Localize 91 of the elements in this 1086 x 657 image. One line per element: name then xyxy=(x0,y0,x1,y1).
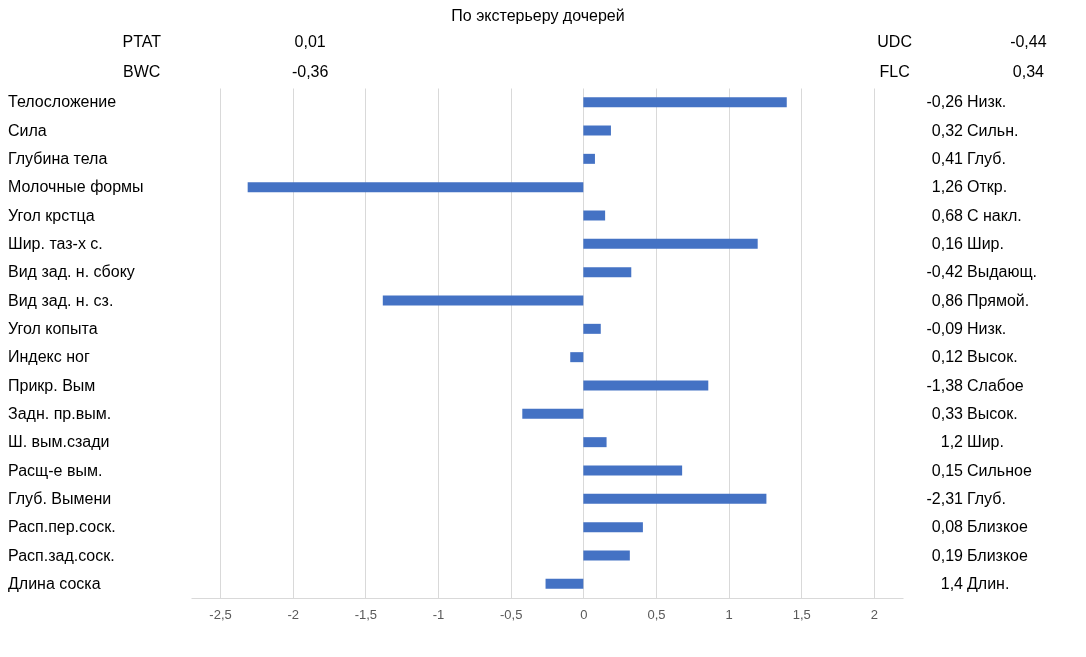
text: 1,4 xyxy=(940,574,964,592)
y-tick-label: Телосложение xyxy=(8,93,117,111)
text: -0,36 xyxy=(291,63,329,80)
text: Близкое xyxy=(967,518,1029,536)
x-tick-label: -2,5 xyxy=(209,606,232,622)
bar xyxy=(382,295,584,306)
bar xyxy=(583,550,630,561)
text: Высок. xyxy=(967,404,1018,422)
bar xyxy=(583,380,709,391)
bar xyxy=(583,493,767,504)
y-tick-label: Прикр. Вым xyxy=(8,376,96,394)
text: -0,42 xyxy=(926,263,964,281)
text: Глуб. xyxy=(967,149,1006,167)
bar xyxy=(570,352,584,363)
text: Сильн. xyxy=(967,121,1019,139)
text: 0,41 xyxy=(931,149,964,167)
text: 0,86 xyxy=(931,291,964,309)
bar xyxy=(583,238,758,249)
text: 0,15 xyxy=(931,461,964,479)
bar xyxy=(583,267,632,278)
text: С накл. xyxy=(967,206,1022,224)
y-tick-label: Расп.пер.соск. xyxy=(8,518,116,536)
bar xyxy=(583,522,643,533)
y-tick-label: Угол крстца xyxy=(8,206,95,224)
text: Низк. xyxy=(967,319,1007,337)
text: 0,01 xyxy=(294,33,326,50)
x-tick-label: 1 xyxy=(725,606,733,622)
x-tick-label: -0,5 xyxy=(499,606,523,622)
text: BWC xyxy=(123,63,161,80)
text: UDC xyxy=(877,33,912,50)
text: Сильное xyxy=(967,461,1032,479)
text: Прямой. xyxy=(967,291,1030,309)
bar xyxy=(522,408,584,419)
text: Глуб. xyxy=(967,489,1006,507)
x-tick-label: 0 xyxy=(580,606,588,622)
text: 0,68 xyxy=(931,206,964,224)
text: PTAT xyxy=(122,33,162,50)
text: FLC xyxy=(879,63,910,80)
text: 0,33 xyxy=(931,404,964,422)
text: 0,12 xyxy=(931,348,964,366)
text: Шир. xyxy=(967,234,1004,252)
text: 1,26 xyxy=(931,178,964,196)
bar xyxy=(247,182,584,193)
text: Слабое xyxy=(967,376,1024,394)
y-tick-label: Индекс ног xyxy=(8,348,90,366)
bar xyxy=(583,437,607,448)
text: -1,38 xyxy=(926,376,964,394)
text: -0,44 xyxy=(1010,33,1047,50)
text: 0,16 xyxy=(931,234,964,252)
text: Близкое xyxy=(967,546,1029,564)
y-tick-label: Расп.зад.соск. xyxy=(8,546,115,564)
y-tick-label: Длина соска xyxy=(8,574,101,592)
bar xyxy=(583,323,601,334)
text: Шир. xyxy=(967,433,1004,451)
bar xyxy=(583,210,606,221)
x-tick-label: 2 xyxy=(870,606,879,622)
x-tick-label: 0,5 xyxy=(647,606,666,622)
bar xyxy=(545,578,584,589)
y-tick-label: Задн. пр.вым. xyxy=(8,404,112,422)
text: 0,34 xyxy=(1012,63,1045,80)
text: Длин. xyxy=(967,574,1010,592)
x-tick-label: 1,5 xyxy=(792,606,811,622)
text: -2,31 xyxy=(926,489,964,507)
bar xyxy=(583,153,595,164)
text: 0,19 xyxy=(931,546,964,564)
y-tick-label: Вид зад. н. сз. xyxy=(8,291,114,309)
text: Низк. xyxy=(967,93,1007,111)
bar xyxy=(583,465,683,476)
chart-title: По экстерьеру дочерей xyxy=(451,7,625,24)
text: 0,32 xyxy=(931,121,964,139)
x-tick-label: -1,5 xyxy=(354,606,378,622)
y-tick-label: Шир. таз-х с. xyxy=(8,234,103,252)
text: Выдающ. xyxy=(967,263,1038,281)
y-tick-label: Ш. вым.сзади xyxy=(8,433,110,451)
text: Высок. xyxy=(967,348,1018,366)
y-tick-label: Сила xyxy=(8,121,47,139)
y-tick-label: Глуб. Вымени xyxy=(8,489,112,507)
text: Откр. xyxy=(967,178,1008,196)
text: -0,09 xyxy=(926,319,964,337)
x-tick-label: -1 xyxy=(432,606,445,622)
text: -0,26 xyxy=(926,93,964,111)
y-tick-label: Молочные формы xyxy=(8,178,144,196)
y-tick-label: Вид зад. н. сбоку xyxy=(8,263,135,281)
text: 1,2 xyxy=(940,433,964,451)
x-tick-label: -2 xyxy=(287,606,299,622)
y-tick-label: Угол копыта xyxy=(8,319,98,337)
y-tick-label: Глубина тела xyxy=(8,149,108,167)
bar xyxy=(583,125,611,136)
bar xyxy=(583,97,787,108)
y-tick-label: Расщ-е вым. xyxy=(8,461,103,479)
text: 0,08 xyxy=(931,518,964,536)
